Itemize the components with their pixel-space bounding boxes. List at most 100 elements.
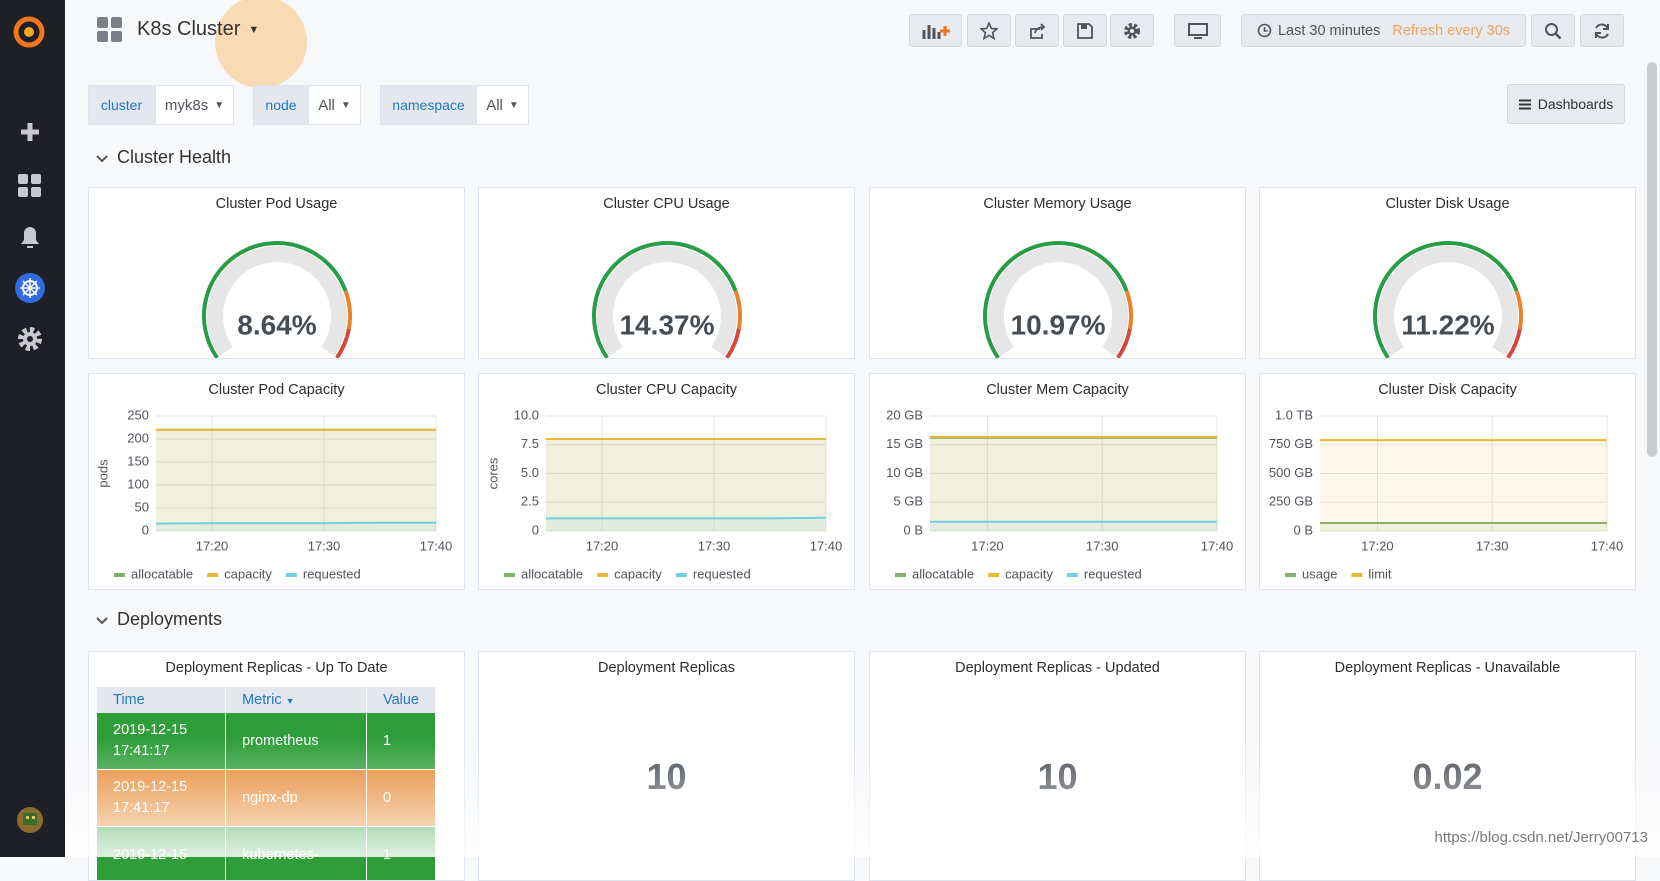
user-avatar[interactable]: [17, 807, 43, 833]
y-tick-label: 5 GB: [893, 494, 923, 509]
x-tick-label: 17:30: [698, 538, 731, 553]
refresh-button[interactable]: [1580, 14, 1624, 47]
button-label: Dashboards: [1537, 96, 1614, 112]
variable-value: myk8s: [164, 96, 209, 114]
icon: [980, 21, 998, 40]
panel: Deployment Replicas - Up To Date Time Metr…: [88, 651, 465, 881]
variable-select[interactable]: All ▼: [476, 85, 529, 125]
legend-label[interactable]: requested: [303, 566, 361, 581]
star-button[interactable]: [967, 14, 1011, 47]
legend-label[interactable]: requested: [693, 566, 751, 581]
legend-label[interactable]: capacity: [614, 566, 662, 581]
share-button[interactable]: [1015, 14, 1059, 47]
variable-label: cluster: [88, 85, 155, 125]
caret: ▼: [340, 99, 351, 111]
y-tick-label: 0 B: [1293, 522, 1313, 537]
gauge-value: 8.64%: [237, 309, 316, 340]
tv-mode-button[interactable]: [1174, 14, 1221, 47]
panel: Cluster Pod Capacity pods 0 50 100 150 200 250 1…: [88, 373, 465, 590]
x-tick-label: 17:30: [308, 538, 341, 553]
icon: [1545, 22, 1562, 39]
cell-text: 2019-12-15: [113, 846, 188, 863]
gauge-track: [597, 246, 737, 357]
legend-label[interactable]: limit: [1368, 566, 1391, 581]
row-chevron[interactable]: [95, 153, 109, 165]
cell-text: nginx-dp: [242, 790, 298, 806]
panel-title: Deployment Replicas: [597, 660, 735, 676]
y-tick-label: 750 GB: [1269, 436, 1313, 451]
table-cell: 2019-12-15: [97, 827, 226, 880]
gauge-value: 11.22%: [1401, 309, 1495, 340]
series-line: [155, 521, 436, 525]
kubernetes-icon[interactable]: [15, 273, 45, 303]
area-fill: [156, 522, 436, 531]
time-picker[interactable]: Last 30 minutes Refresh every 30s: [1241, 14, 1526, 47]
save-button[interactable]: [1063, 14, 1107, 47]
legend-label[interactable]: usage: [1302, 566, 1337, 581]
legend-label[interactable]: allocatable: [521, 566, 583, 581]
variable-label: node: [253, 85, 309, 125]
x-tick-label: 17:30: [1476, 538, 1509, 553]
legend-label[interactable]: allocatable: [912, 566, 974, 581]
icon: [1077, 22, 1093, 39]
icon: [1030, 22, 1046, 39]
column-header[interactable]: Time: [97, 687, 226, 713]
settings-button[interactable]: [1110, 14, 1154, 47]
add-icon[interactable]: [21, 123, 39, 141]
grafana-logo[interactable]: [13, 16, 45, 48]
panel: Cluster Mem Capacity 0 B 5 GB 10 GB 15 GB 20 …: [869, 373, 1246, 590]
variable-select[interactable]: myk8s ▼: [155, 85, 234, 125]
table-cell: nginx-dp: [226, 770, 366, 827]
table-cell: 2019-12-15 17:41:17: [97, 713, 226, 770]
y-tick-label: 50: [135, 499, 149, 514]
area-fill: [546, 517, 826, 531]
icon: [1595, 22, 1609, 39]
panel-title: Cluster Mem Capacity: [986, 382, 1129, 398]
panel: Deployment Replicas - Updated 10: [869, 651, 1246, 881]
cursor-highlight: [215, 0, 307, 88]
settings-icon[interactable]: [18, 327, 42, 351]
column-header[interactable]: Metric ▼: [226, 687, 366, 713]
dashboards-icon[interactable]: [18, 174, 41, 197]
gauge: 10.97%: [983, 241, 1133, 358]
cell-text: kubernetes-: [242, 847, 319, 863]
y-tick-label: 10 GB: [886, 465, 923, 480]
table-row: 2019-12-15 17:41:17 prometheus 1: [97, 713, 435, 770]
row-title[interactable]: Deployments: [117, 609, 223, 629]
column-header[interactable]: Value: [366, 687, 435, 713]
variable-label: namespace: [380, 85, 477, 125]
column-label: Value: [382, 692, 419, 708]
panel-title: Cluster Memory Usage: [983, 196, 1132, 212]
chart: cores 0 2.5 5.0 7.5 10.0 17:20 17:30 17:40 alloca…: [485, 407, 842, 581]
dashboard-grid-icon: [97, 17, 122, 42]
panel: Cluster Pod Usage 8.64%: [88, 187, 465, 359]
cell-text: 2019-12-15 17:41:17: [113, 779, 188, 816]
panel-title: Deployment Replicas - Updated: [955, 660, 1160, 676]
gauge: 14.37%: [592, 241, 742, 358]
variable-select[interactable]: All ▼: [308, 85, 361, 125]
dashboard-title[interactable]: K8s Cluster ▼: [137, 18, 259, 41]
panel-title: Cluster Pod Capacity: [208, 382, 345, 398]
add-panel-button[interactable]: [909, 14, 962, 47]
legend-label[interactable]: requested: [1084, 566, 1142, 581]
y-tick-label: 250: [127, 407, 149, 422]
cell-text: 2019-12-15 17:41:17: [113, 722, 188, 759]
zoom-out-button[interactable]: [1531, 14, 1575, 47]
legend-label[interactable]: allocatable: [131, 566, 193, 581]
cell-text: prometheus: [242, 733, 319, 749]
x-tick-label: 17:30: [1086, 538, 1119, 553]
legend-label[interactable]: capacity: [224, 566, 272, 581]
row-chevron[interactable]: [95, 615, 109, 627]
gauge-track: [1378, 246, 1518, 357]
area-fill: [546, 439, 826, 531]
dashboards-button[interactable]: Dashboards: [1507, 84, 1625, 124]
legend-label[interactable]: capacity: [1005, 566, 1053, 581]
row-title[interactable]: Cluster Health: [117, 147, 232, 167]
panel-title: Cluster CPU Usage: [603, 196, 730, 212]
scrollbar[interactable]: [1647, 62, 1657, 457]
panel: Cluster CPU Capacity cores 0 2.5 5.0 7.5 10.0 1…: [478, 373, 855, 590]
alert-icon[interactable]: [21, 227, 39, 248]
panel: Deployment Replicas - Unavailable 0.02: [1259, 651, 1636, 881]
y-tick-label: 100: [127, 476, 149, 491]
